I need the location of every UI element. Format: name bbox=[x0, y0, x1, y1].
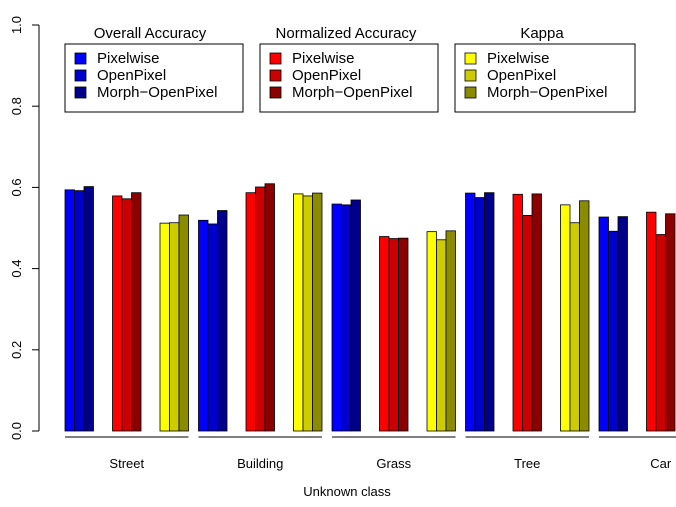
bar bbox=[617, 216, 628, 432]
legend-box bbox=[64, 43, 244, 113]
y-tick-label: 0.0 bbox=[9, 422, 24, 440]
bar bbox=[178, 214, 189, 432]
legend-label: OpenPixel bbox=[97, 67, 166, 84]
bar bbox=[665, 213, 676, 432]
bar bbox=[255, 186, 266, 432]
legend-swatch bbox=[464, 69, 477, 82]
bar bbox=[112, 195, 123, 432]
bar bbox=[83, 186, 94, 432]
bar bbox=[121, 198, 132, 432]
bar bbox=[198, 219, 209, 432]
bar bbox=[474, 197, 485, 432]
bar bbox=[531, 193, 542, 432]
legend-swatch bbox=[269, 69, 282, 82]
legend-swatch bbox=[269, 52, 282, 65]
legend-label: Pixelwise bbox=[292, 50, 355, 67]
category-label: Tree bbox=[514, 456, 540, 471]
legends: Overall AccuracyPixelwiseOpenPixelMorph−… bbox=[64, 25, 636, 113]
bar bbox=[579, 200, 590, 432]
legend-label: Morph−OpenPixel bbox=[292, 84, 412, 101]
legend-swatch bbox=[464, 52, 477, 65]
category-label: Building bbox=[237, 456, 283, 471]
category-label: Street bbox=[109, 456, 144, 471]
legend-box bbox=[259, 43, 439, 113]
bar bbox=[512, 193, 523, 432]
category-label: Car bbox=[650, 456, 672, 471]
bar bbox=[64, 189, 75, 432]
legend-swatch bbox=[74, 69, 87, 82]
bar bbox=[445, 230, 456, 432]
legend-swatch bbox=[269, 86, 282, 99]
bar bbox=[217, 210, 228, 432]
legend-swatch bbox=[464, 86, 477, 99]
legend-title: Overall Accuracy bbox=[94, 25, 207, 42]
bar bbox=[131, 192, 142, 432]
bar bbox=[302, 195, 313, 432]
bar bbox=[74, 190, 85, 432]
legend-label: OpenPixel bbox=[292, 67, 361, 84]
x-axis-label: Unknown class bbox=[303, 484, 391, 499]
bar bbox=[522, 215, 533, 432]
legend-title: Kappa bbox=[520, 25, 564, 42]
bar bbox=[598, 216, 609, 432]
y-tick-label: 0.6 bbox=[9, 178, 24, 196]
bar bbox=[608, 230, 619, 432]
bar bbox=[331, 203, 342, 432]
bar bbox=[379, 236, 390, 432]
bar bbox=[560, 204, 571, 432]
y-tick-label: 0.2 bbox=[9, 341, 24, 359]
bar bbox=[341, 204, 352, 432]
bars bbox=[64, 183, 676, 432]
bar bbox=[293, 193, 304, 432]
legend-label: Morph−OpenPixel bbox=[487, 84, 607, 101]
legend-label: OpenPixel bbox=[487, 67, 556, 84]
bar bbox=[207, 223, 218, 432]
legend-swatch bbox=[74, 86, 87, 99]
bar bbox=[312, 192, 323, 432]
bar bbox=[655, 234, 666, 432]
category-label: Grass bbox=[376, 456, 411, 471]
legend-label: Pixelwise bbox=[487, 50, 550, 67]
bar bbox=[245, 192, 256, 432]
bar bbox=[569, 222, 580, 432]
bar bbox=[484, 192, 495, 432]
y-axis: 0.0 0.2 0.4 0.6 0.8 1.0 bbox=[9, 16, 40, 440]
legend-label: Pixelwise bbox=[97, 50, 160, 67]
bar bbox=[159, 222, 170, 432]
bar bbox=[646, 211, 657, 432]
bar bbox=[264, 183, 275, 432]
bar bbox=[436, 239, 447, 432]
y-tick-label: 0.4 bbox=[9, 260, 24, 278]
bar bbox=[169, 222, 180, 432]
bar bbox=[426, 231, 437, 432]
bar bbox=[350, 199, 361, 432]
bar bbox=[388, 238, 399, 432]
bar bbox=[398, 237, 409, 432]
legend-swatch bbox=[74, 52, 87, 65]
x-axis: Street Building Grass Tree Car bbox=[65, 436, 676, 471]
legend-title: Normalized Accuracy bbox=[276, 25, 417, 42]
legend-box bbox=[454, 43, 636, 113]
y-tick-label: 0.8 bbox=[9, 97, 24, 115]
legend-label: Morph−OpenPixel bbox=[97, 84, 217, 101]
y-tick-label: 1.0 bbox=[9, 16, 24, 34]
bar bbox=[465, 192, 476, 432]
